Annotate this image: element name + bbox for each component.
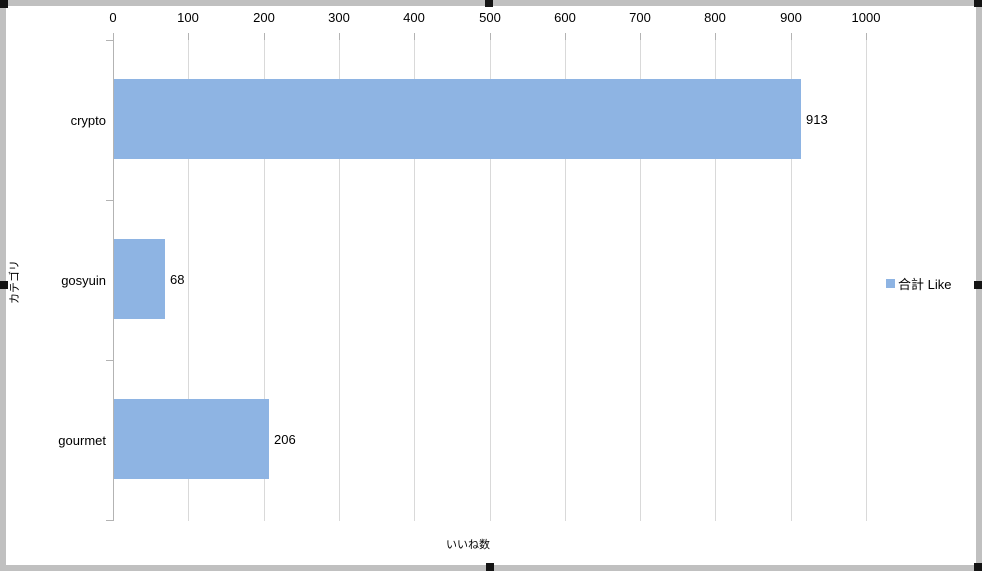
major-gridline bbox=[866, 40, 867, 521]
category-axis-tick bbox=[106, 200, 113, 201]
data-label: 913 bbox=[806, 111, 828, 127]
major-gridline bbox=[490, 40, 491, 521]
major-gridline bbox=[339, 40, 340, 521]
x-axis-tick bbox=[414, 33, 415, 40]
legend-swatch-icon bbox=[886, 278, 895, 288]
major-gridline bbox=[188, 40, 189, 521]
major-gridline bbox=[414, 40, 415, 521]
selection-handle-bottom-right[interactable] bbox=[974, 563, 982, 571]
bar-gourmet[interactable] bbox=[114, 399, 269, 479]
selection-handle-bottom-center[interactable] bbox=[486, 563, 494, 571]
selection-handle-top-left[interactable] bbox=[0, 0, 8, 8]
data-label: 68 bbox=[170, 271, 185, 287]
x-axis-tick-label: 1000 bbox=[851, 10, 881, 25]
x-axis-tick bbox=[339, 33, 340, 40]
major-gridline bbox=[640, 40, 641, 521]
legend-label: 合計 Like bbox=[898, 276, 952, 292]
x-axis-tick bbox=[188, 33, 189, 40]
x-axis-tick bbox=[791, 33, 792, 40]
x-axis-tick bbox=[113, 33, 114, 40]
category-axis-tick bbox=[106, 360, 113, 361]
category-axis-line bbox=[113, 40, 114, 521]
x-axis-tick bbox=[490, 33, 491, 40]
category-axis-tick bbox=[106, 520, 113, 521]
category-axis-label: gosyuin bbox=[61, 272, 106, 288]
category-axis-label: gourmet bbox=[58, 432, 106, 448]
x-axis-tick-label: 600 bbox=[554, 10, 576, 25]
selection-handle-mid-left[interactable] bbox=[0, 281, 8, 289]
x-axis-tick bbox=[565, 33, 566, 40]
major-gridline bbox=[565, 40, 566, 521]
category-axis-label: crypto bbox=[70, 112, 106, 128]
x-axis-tick-label: 700 bbox=[629, 10, 651, 25]
category-axis-tick bbox=[106, 40, 113, 41]
x-axis-tick-label: 0 bbox=[109, 10, 117, 25]
x-axis-tick-label: 800 bbox=[704, 10, 726, 25]
x-axis-tick-label: 500 bbox=[479, 10, 501, 25]
x-axis-tick bbox=[866, 33, 867, 40]
major-gridline bbox=[264, 40, 265, 521]
x-axis-tick-label: 400 bbox=[403, 10, 425, 25]
x-axis-tick bbox=[264, 33, 265, 40]
x-axis-tick bbox=[715, 33, 716, 40]
major-gridline bbox=[715, 40, 716, 521]
major-gridline bbox=[791, 40, 792, 521]
x-axis-tick-label: 300 bbox=[328, 10, 350, 25]
x-axis-title: いいね数 bbox=[446, 539, 490, 551]
selection-handle-top-center[interactable] bbox=[485, 0, 493, 7]
bar-crypto[interactable] bbox=[114, 79, 801, 159]
selection-handle-mid-right[interactable] bbox=[974, 281, 982, 289]
x-axis-tick-label: 900 bbox=[780, 10, 802, 25]
legend[interactable]: 合計 Like bbox=[886, 275, 952, 292]
x-axis-tick-label: 200 bbox=[253, 10, 275, 25]
x-axis-tick bbox=[640, 33, 641, 40]
bar-gosyuin[interactable] bbox=[114, 239, 165, 319]
x-axis-tick-label: 100 bbox=[177, 10, 199, 25]
selection-handle-top-right[interactable] bbox=[974, 0, 982, 7]
y-axis-title: カテゴリ bbox=[9, 260, 21, 304]
data-label: 206 bbox=[274, 431, 296, 447]
